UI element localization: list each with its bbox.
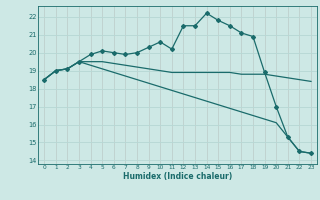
- X-axis label: Humidex (Indice chaleur): Humidex (Indice chaleur): [123, 172, 232, 181]
